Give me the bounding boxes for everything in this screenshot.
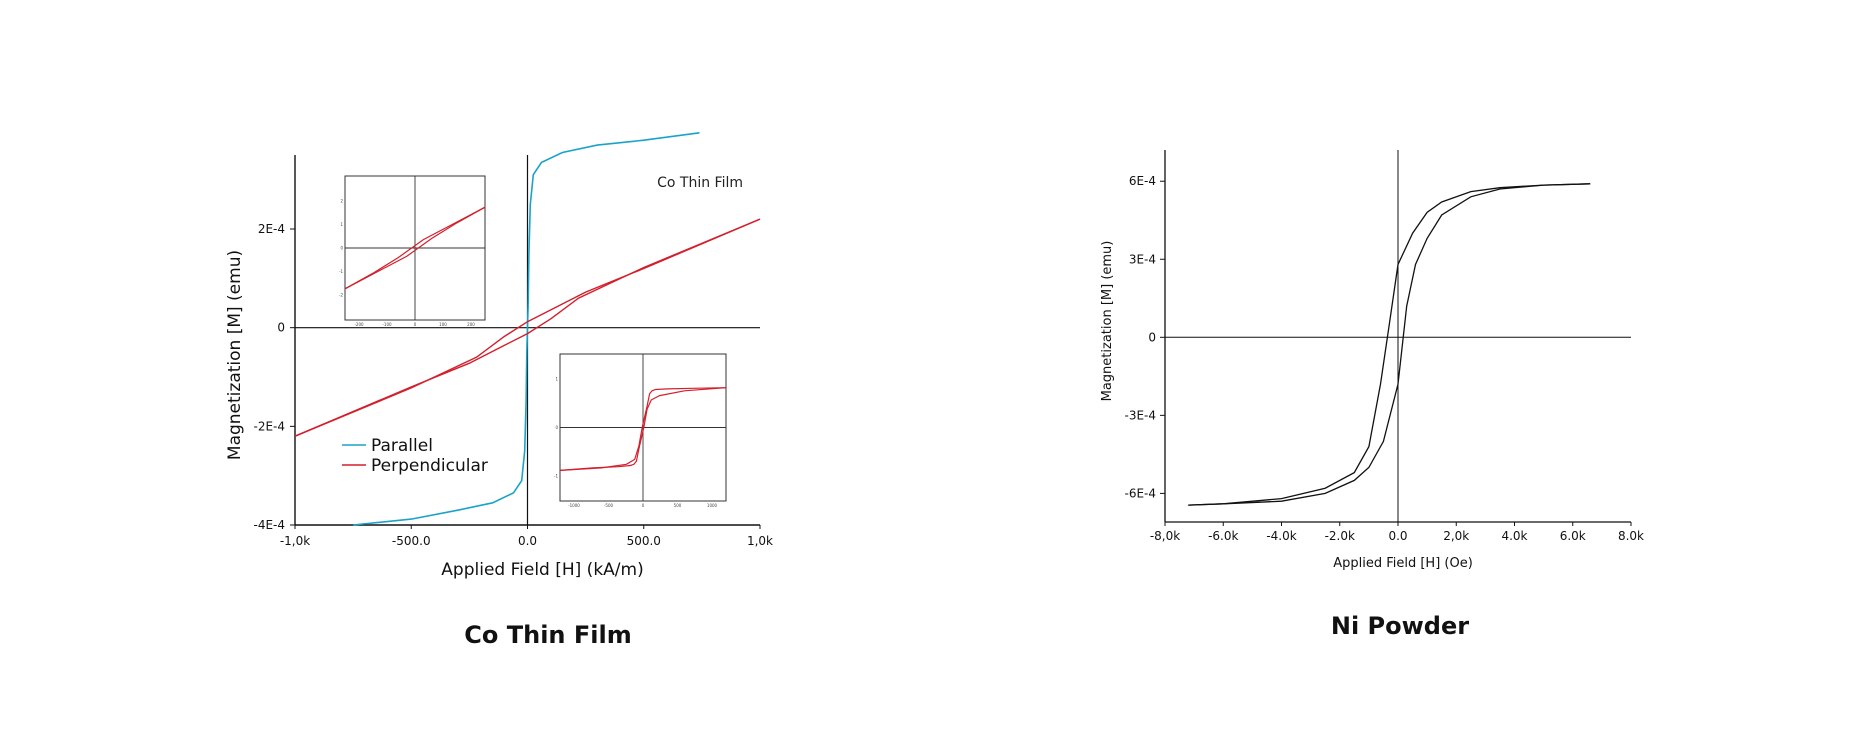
inset-loop-branch	[344, 206, 486, 290]
x-tick-label: 1,0k	[747, 534, 773, 548]
ni-powder-caption: Ni Powder	[1330, 612, 1470, 640]
inset-top-left: -200 -100 0 100 200 2 1 0 -1 -2	[339, 175, 486, 327]
inset-x-tick-label: 0	[414, 322, 417, 327]
x-tick-label: -6.0k	[1208, 529, 1238, 543]
legend-label: Perpendicular	[371, 456, 488, 476]
x-tick-label: 2,0k	[1443, 529, 1469, 543]
inset-loop-branch	[344, 206, 486, 290]
legend-label: Parallel	[371, 436, 433, 456]
inset-y-tick-label: 1	[340, 222, 343, 227]
y-axis-title: Magnetization [M] (emu)	[225, 250, 245, 460]
series-line-perpendicular-ascending	[294, 218, 761, 437]
hysteresis-branch-ascending	[1188, 183, 1591, 506]
x-tick-label: 500.0	[627, 534, 661, 548]
y-tick-label: -2E-4	[253, 419, 285, 433]
y-tick-label: 0	[1148, 330, 1156, 344]
x-tick-label: -4.0k	[1266, 529, 1296, 543]
co-thin-film-caption: Co Thin Film	[464, 621, 632, 649]
inset-y-tick-label: -2	[339, 293, 343, 298]
x-tick-label: 4.0k	[1501, 529, 1527, 543]
inset-x-tick-label: 500	[674, 503, 682, 508]
inset-y-tick-label: 0	[555, 425, 558, 430]
x-tick-label: -2.0k	[1325, 529, 1355, 543]
chart-annotation: Co Thin Film	[657, 175, 743, 191]
inset-x-tick-label: -100	[382, 322, 392, 327]
x-axis-title: Applied Field [H] (kA/m)	[441, 560, 643, 580]
y-axis-title: Magnetization [M] (emu)	[1100, 241, 1115, 402]
inset-x-tick-label: -200	[354, 322, 364, 327]
x-tick-label: -1,0k	[280, 534, 310, 548]
y-tick-label: -3E-4	[1124, 408, 1156, 422]
series-line-parallel	[353, 132, 700, 526]
y-tick-label: 6E-4	[1129, 174, 1156, 188]
x-tick-label: 8.0k	[1618, 529, 1644, 543]
inset-x-tick-label: 100	[439, 322, 447, 327]
x-axis-title: Applied Field [H] (Oe)	[1333, 556, 1473, 571]
inset-x-tick-label: -500	[604, 503, 614, 508]
inset-y-tick-label: 0	[340, 246, 343, 251]
inset-y-tick-label: -1	[554, 474, 558, 479]
inset-bottom-right: -1000 -500 0 500 1000 1 0 -1	[554, 353, 727, 508]
inset-y-tick-label: 2	[340, 199, 343, 204]
inset-loop-branch	[559, 387, 727, 471]
y-tick-label: -6E-4	[1124, 486, 1156, 500]
x-tick-label: -500.0	[392, 534, 431, 548]
x-tick-label: 6.0k	[1560, 529, 1586, 543]
y-tick-label: 0	[277, 321, 285, 335]
inset-loop-branch	[559, 387, 727, 471]
hysteresis-branch-descending	[1188, 183, 1591, 506]
y-tick-label: -4E-4	[253, 518, 285, 532]
inset-y-tick-label: -1	[339, 269, 343, 274]
x-tick-label: 0.0	[1388, 529, 1407, 543]
co-thin-film-chart: 2E-4 0 -2E-4 -4E-4 -1,0k -500.0 0.0 500.0 1,0k Ap…	[225, 132, 773, 580]
inset-y-tick-label: 1	[555, 377, 558, 382]
inset-x-tick-label: 0	[642, 503, 645, 508]
y-tick-label: 3E-4	[1129, 252, 1156, 266]
y-tick-label: 2E-4	[258, 222, 285, 236]
x-tick-label: 0.0	[518, 534, 537, 548]
inset-x-tick-label: -1000	[568, 503, 580, 508]
ni-powder-chart: 6E-4 3E-4 0 -3E-4 -6E-4 -8,0k -6.0k -4.0k -2.0k 0…	[1100, 150, 1644, 571]
x-tick-label: -8,0k	[1150, 529, 1180, 543]
inset-x-tick-label: 200	[467, 322, 475, 327]
inset-x-tick-label: 1000	[707, 503, 718, 508]
